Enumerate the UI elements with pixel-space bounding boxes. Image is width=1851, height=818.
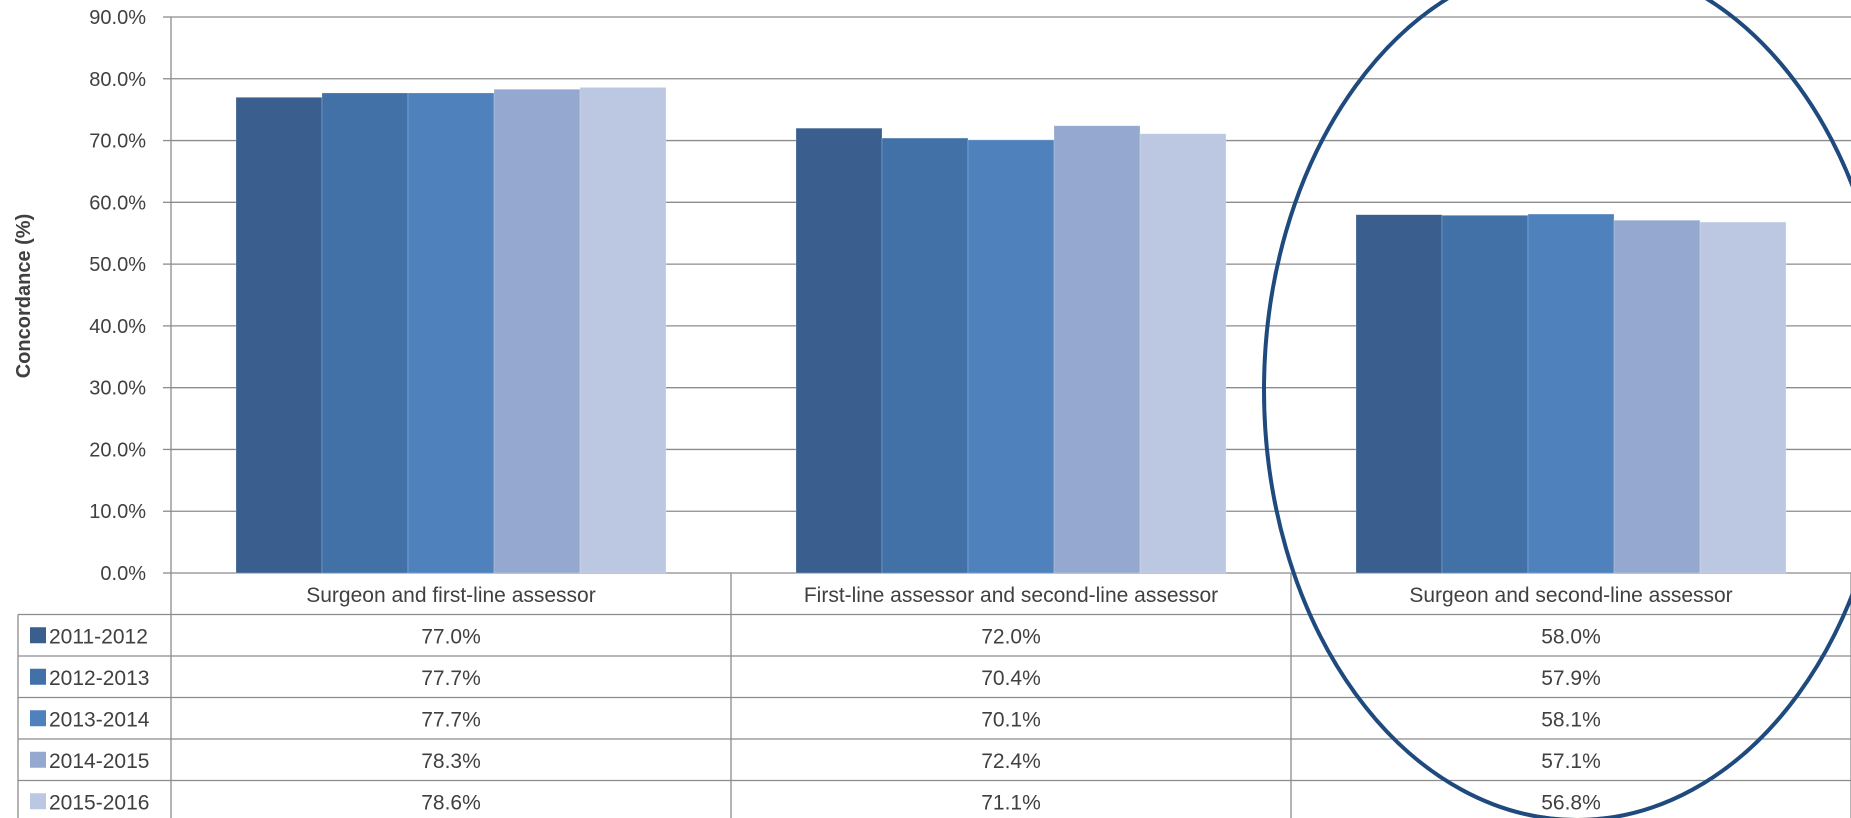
table-value: 58.1% xyxy=(1541,708,1601,731)
category-label: First-line assessor and second-line asse… xyxy=(804,584,1218,607)
legend-swatch xyxy=(30,668,46,685)
table-value: 71.1% xyxy=(981,791,1041,814)
table-value: 78.6% xyxy=(421,791,481,814)
table-value: 77.7% xyxy=(421,708,481,731)
bar xyxy=(235,97,323,574)
legend-swatch xyxy=(30,751,46,768)
bar xyxy=(407,92,495,574)
y-tick-label: 50.0% xyxy=(89,254,146,276)
highlight-ellipse xyxy=(1262,0,1851,818)
y-tick-label: 60.0% xyxy=(89,192,146,214)
table-value: 77.7% xyxy=(421,667,481,690)
legend-label: 2014-2015 xyxy=(49,750,149,773)
y-tick-label: 90.0% xyxy=(89,7,146,29)
table-value: 72.0% xyxy=(981,625,1041,648)
legend-label: 2015-2016 xyxy=(49,791,149,814)
table-value: 70.1% xyxy=(981,708,1041,731)
bar xyxy=(967,139,1055,574)
bar xyxy=(1441,215,1529,574)
table-value: 70.4% xyxy=(981,667,1041,690)
legend-label: 2013-2014 xyxy=(49,708,150,731)
table-value: 56.8% xyxy=(1541,791,1601,814)
legend-label: 2012-2013 xyxy=(49,667,149,690)
bar xyxy=(1699,221,1787,574)
table-value: 57.1% xyxy=(1541,750,1601,773)
table-value: 77.0% xyxy=(421,625,481,648)
y-tick-label: 80.0% xyxy=(89,69,146,91)
bar xyxy=(1527,213,1615,574)
y-tick-label: 0.0% xyxy=(100,563,146,585)
legend-swatch xyxy=(30,710,46,727)
bar xyxy=(321,92,409,574)
bar xyxy=(881,137,969,574)
y-tick-label: 30.0% xyxy=(89,378,146,400)
category-label: Surgeon and second-line assessor xyxy=(1409,584,1732,607)
table-value: 57.9% xyxy=(1541,667,1601,690)
legend-swatch xyxy=(30,627,46,644)
category-label: Surgeon and first-line assessor xyxy=(306,584,595,607)
table-value: 72.4% xyxy=(981,750,1041,773)
table-value: 78.3% xyxy=(421,750,481,773)
y-tick-label: 40.0% xyxy=(89,316,146,338)
data-table: Surgeon and first-line assessor First-lin… xyxy=(17,573,1851,818)
table-value: 58.0% xyxy=(1541,625,1601,648)
bar xyxy=(1613,219,1701,574)
y-axis-label: Concordance (%) xyxy=(13,214,35,378)
bar xyxy=(1053,125,1141,574)
bar xyxy=(1355,214,1443,574)
y-axis-ticks: 0.0% 10.0% 20.0% 30.0% 40.0% 50.0% 60.0% 70.0% 8… xyxy=(89,7,146,585)
bar xyxy=(579,87,667,574)
annotation xyxy=(1262,0,1851,818)
y-tick-label: 10.0% xyxy=(89,501,146,523)
bar xyxy=(1139,133,1227,574)
y-tick-label: 20.0% xyxy=(89,439,146,461)
bars xyxy=(235,87,1787,574)
bar xyxy=(493,88,581,574)
legend-swatch xyxy=(30,793,46,810)
legend-label: 2011-2012 xyxy=(49,625,148,648)
y-tick-label: 70.0% xyxy=(89,131,146,153)
bar xyxy=(795,127,883,574)
